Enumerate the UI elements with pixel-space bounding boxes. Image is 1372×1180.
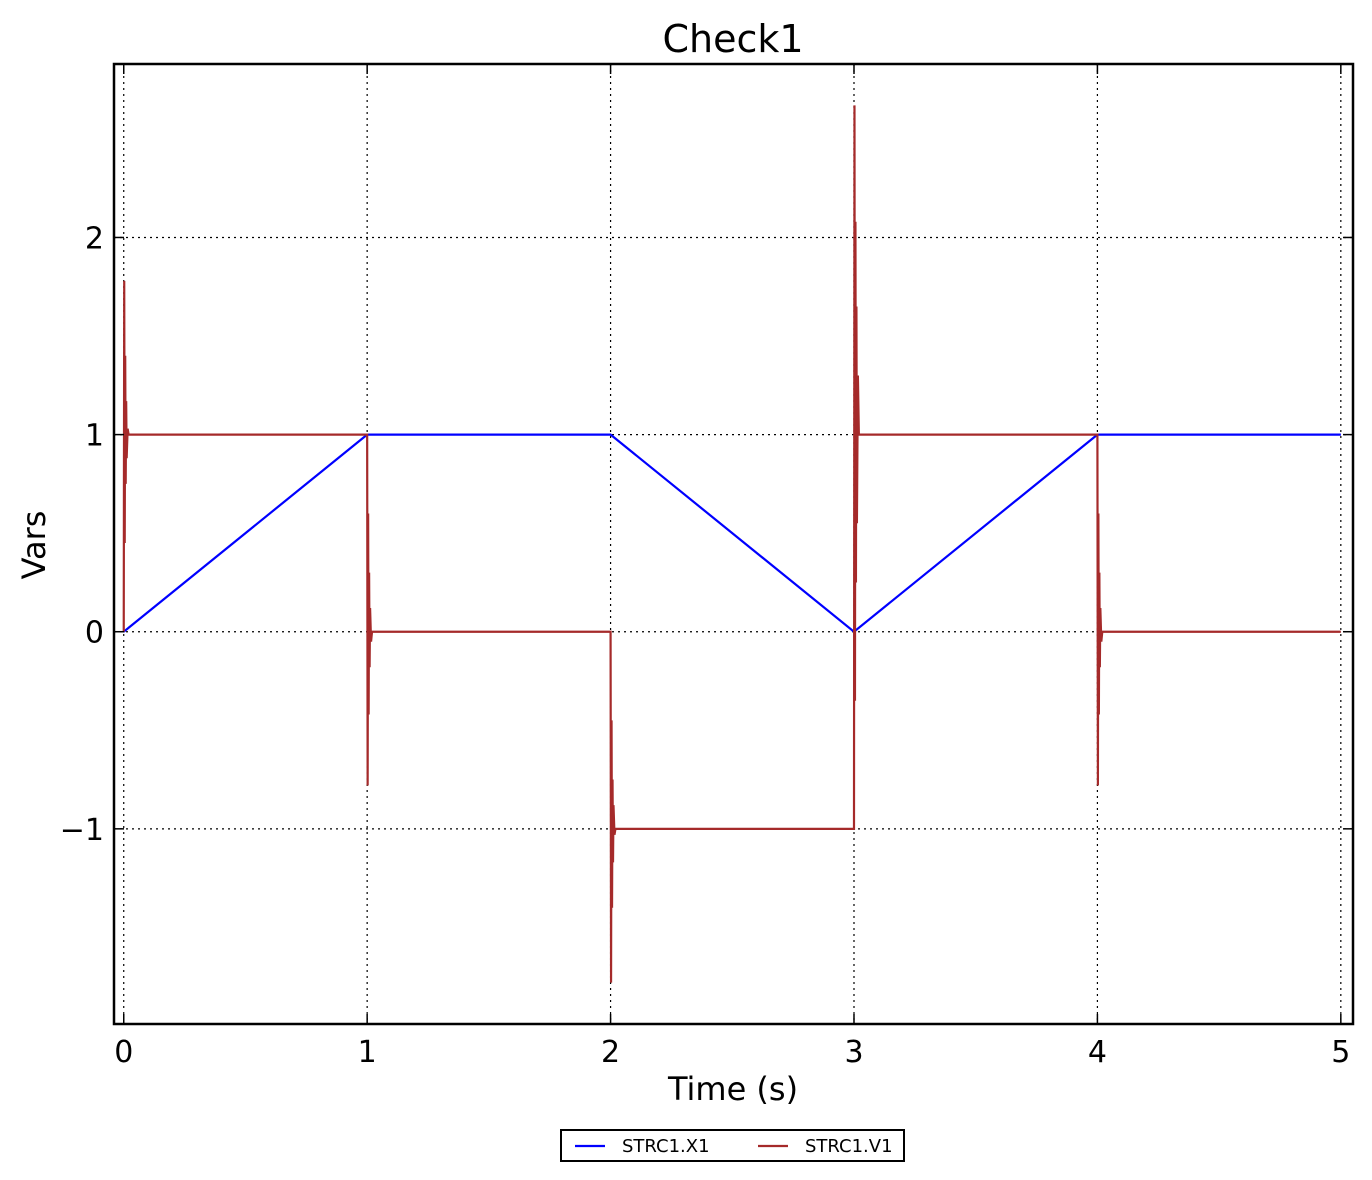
x-axis-label: Time (s) [667,1070,798,1108]
grid-lines [114,64,1353,1024]
legend-label: STRC1.V1 [805,1136,893,1157]
x-tick-label: 4 [1088,1035,1107,1070]
chart-title: Check1 [662,17,803,61]
x-tick-label: 2 [601,1035,620,1070]
y-tick-label: 0 [85,616,104,651]
plot-series [122,105,1341,983]
x-tick-label: 0 [114,1035,133,1070]
y-tick-labels: −1 0 1 2 [60,221,104,847]
series-line-v1 [122,105,1341,983]
axis-ticks [114,64,1353,1024]
series-line-x1 [123,433,1341,634]
x-tick-label: 5 [1331,1035,1350,1070]
legend-frame [560,1129,905,1162]
y-axis-label: Vars [15,511,53,580]
legend-label: STRC1.X1 [622,1136,710,1157]
x-tick-labels: 0 1 2 3 4 5 [114,1035,1350,1070]
x-tick-label: 1 [358,1035,377,1070]
plot-frame [112,62,1355,1026]
y-tick-label: 2 [85,221,104,256]
x-tick-label: 3 [844,1035,863,1070]
legend: STRC1.X1 STRC1.V1 [560,1129,905,1162]
y-tick-label: 1 [85,419,104,454]
y-tick-label: −1 [60,813,104,848]
